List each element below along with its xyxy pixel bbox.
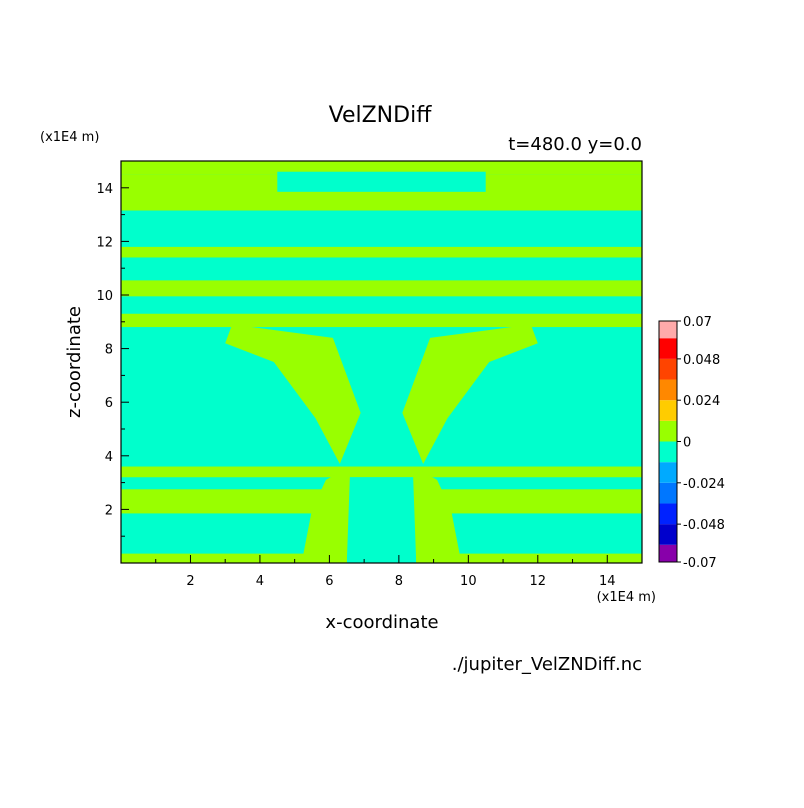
colorbar-tick-label: -0.048 [683, 518, 725, 533]
colorbar-swatch [659, 462, 677, 483]
contour-region-positive [121, 161, 642, 175]
y-tick-label: 2 [105, 503, 113, 518]
colorbar-swatch [659, 321, 677, 339]
y-axis: 2 4 6 8 10 12 14 [96, 182, 129, 537]
chart-subtitle: t=480.0 y=0.0 [508, 134, 642, 155]
y-tick-label: 4 [105, 450, 113, 465]
colorbar-swatch [659, 400, 677, 421]
x-tick-label: 12 [530, 574, 547, 589]
x-tick-label: 6 [325, 574, 333, 589]
contour-region-negative [121, 210, 642, 247]
colorbar-swatch [659, 524, 677, 545]
colorbar-swatch [659, 379, 677, 401]
contour-region-positive [121, 246, 642, 258]
y-tick-label: 10 [96, 289, 113, 304]
colorbar-swatch [659, 544, 677, 562]
x-axis: 2 4 6 8 10 12 14 [155, 555, 616, 589]
colorbar-swatch [659, 503, 677, 525]
y-tick-label: 14 [96, 182, 113, 197]
x-tick-label: 4 [256, 574, 264, 589]
y-tick-label: 8 [105, 343, 113, 358]
colorbar: 0.07 0.048 0.024 0 -0.024 -0.048 -0.07 [658, 315, 725, 571]
x-tick-label: 2 [186, 574, 194, 589]
chart-title: VelZNDiff [329, 103, 433, 128]
x-axis-label: x-coordinate [325, 612, 438, 633]
colorbar-swatch [659, 420, 677, 442]
z-axis-unit: (x1E4 m) [40, 130, 99, 145]
contour-region-negative [121, 327, 642, 467]
y-tick-label: 12 [96, 235, 113, 250]
contour-plume [402, 324, 538, 464]
contour-region-positive [121, 313, 642, 328]
colorbar-tick-label: 0.07 [683, 315, 712, 330]
colorbar-tick-label: 0.048 [683, 353, 720, 368]
contour-plume [412, 466, 462, 563]
colorbar-tick-label: 0 [683, 436, 691, 451]
contour-region-positive [121, 280, 642, 297]
colorbar-swatch [659, 482, 677, 504]
contour-plume [301, 466, 351, 563]
contour-field [121, 161, 642, 563]
contour-region-negative [277, 171, 486, 192]
source-file-label: ./jupiter_VelZNDiff.nc [452, 654, 642, 675]
colorbar-tick-label: -0.024 [683, 477, 725, 492]
contour-region-negative [121, 257, 642, 281]
colorbar-tick-label: 0.024 [683, 394, 720, 409]
plot-area [120, 160, 643, 564]
contour-region-negative [346, 477, 417, 563]
y-axis-label: z-coordinate [64, 306, 85, 418]
x-tick-label: 8 [395, 574, 403, 589]
colorbar-swatch [659, 358, 677, 380]
colorbar-swatch [659, 338, 677, 359]
contour-region-positive [121, 466, 642, 478]
plot-frame [120, 160, 643, 564]
colorbar-swatch [659, 441, 677, 463]
x-tick-label: 14 [599, 574, 616, 589]
contour-plume [225, 324, 361, 464]
x-axis-unit: (x1E4 m) [597, 590, 656, 605]
y-tick-label: 6 [105, 396, 113, 411]
x-tick-label: 10 [460, 574, 477, 589]
colorbar-tick-label: -0.07 [683, 556, 717, 571]
